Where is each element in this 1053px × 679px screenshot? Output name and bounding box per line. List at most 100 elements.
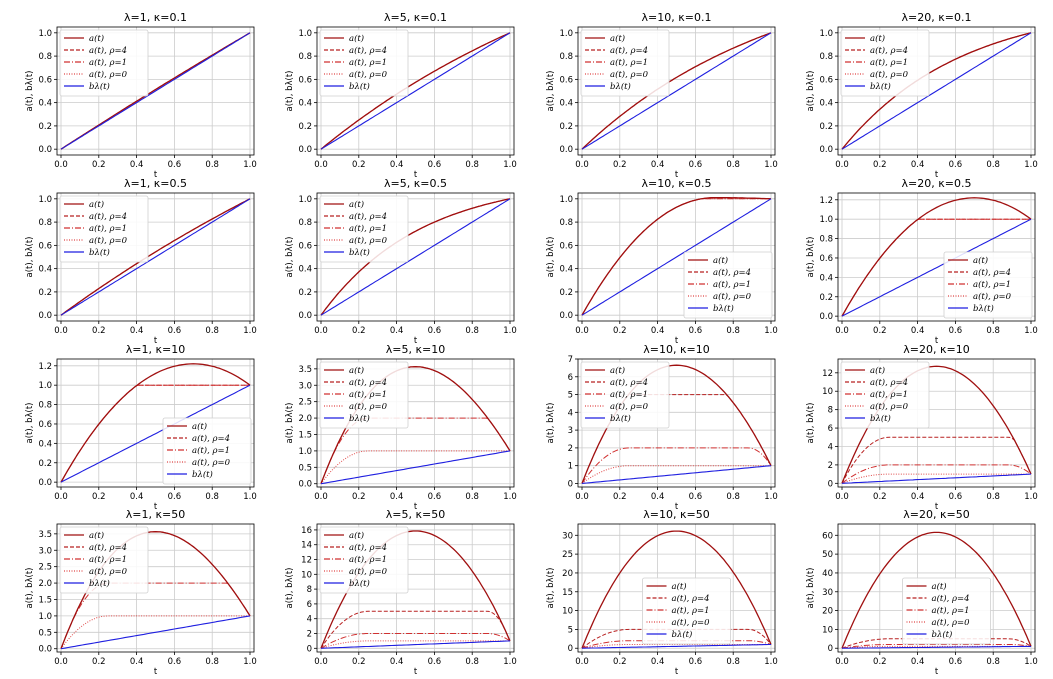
legend-label: a(t), ρ=0 bbox=[89, 235, 128, 246]
legend-box bbox=[59, 195, 149, 263]
y-tick-label: 8 bbox=[307, 585, 312, 595]
legend-label: a(t) bbox=[349, 33, 364, 44]
series-a bbox=[841, 197, 1032, 317]
y-axis-label: a(t), bλ(t) bbox=[285, 568, 295, 609]
y-tick-label: 0.0 bbox=[38, 645, 52, 655]
x-tick-label: 0.8 bbox=[986, 657, 1000, 667]
x-axis-label: t bbox=[675, 170, 679, 180]
x-tick-label: 0.4 bbox=[651, 657, 665, 667]
axes-frame bbox=[56, 192, 255, 322]
x-tick-label: 0.0 bbox=[54, 492, 68, 502]
x-tick-label: 0.8 bbox=[465, 326, 479, 336]
y-tick-label: 1 bbox=[568, 462, 573, 472]
legend-box bbox=[319, 195, 409, 263]
y-tick-label: 4 bbox=[568, 408, 573, 418]
legend-box bbox=[943, 251, 1033, 319]
subplot-title: λ=5, κ=0.1 bbox=[384, 11, 447, 24]
legend-label: a(t), ρ=0 bbox=[610, 69, 649, 80]
y-tick-label: 0.6 bbox=[819, 254, 833, 264]
x-tick-label: 0.6 bbox=[168, 160, 182, 170]
series-b bbox=[60, 615, 251, 650]
legend: a(t)a(t), ρ=4a(t), ρ=1a(t), ρ=0bλ(t) bbox=[319, 29, 409, 97]
y-tick-label: 1.5 bbox=[298, 430, 312, 440]
x-tick-label: 0.4 bbox=[911, 657, 925, 667]
y-tick-label: 20 bbox=[822, 607, 833, 617]
legend-label: a(t), ρ=4 bbox=[89, 211, 127, 222]
y-tick-label: 0.4 bbox=[38, 99, 52, 109]
series-a-rho0 bbox=[60, 615, 250, 649]
x-tick-label: 1.0 bbox=[243, 492, 257, 502]
x-axis-label: t bbox=[154, 667, 158, 675]
y-tick-label: 1.0 bbox=[38, 381, 52, 391]
x-tick-label: 1.0 bbox=[243, 657, 257, 667]
y-tick-label: 1.0 bbox=[559, 29, 573, 39]
y-tick-label: 3.0 bbox=[298, 381, 312, 391]
y-axis-label: a(t), bλ(t) bbox=[285, 71, 295, 112]
y-tick-label: 0.8 bbox=[559, 52, 573, 62]
subplot: λ=5, κ=0.1 0.0 0.2 0.4 0.6 0.8 1.0 0.0 0.2 0.4 0.6… bbox=[285, 11, 517, 180]
x-tick-label: 0.8 bbox=[465, 492, 479, 502]
subplot-title: λ=10, κ=0.1 bbox=[642, 11, 712, 24]
legend-label: a(t), ρ=4 bbox=[610, 45, 648, 56]
x-axis-label: t bbox=[675, 336, 679, 346]
legend-label: bλ(t) bbox=[610, 81, 631, 92]
x-tick-label: 0.4 bbox=[390, 492, 404, 502]
x-tick-label: 0.0 bbox=[575, 657, 589, 667]
subplot: λ=10, κ=0.1 0.0 0.2 0.4 0.6 0.8 1.0 0.0 0.2 0.4 0.… bbox=[546, 11, 778, 180]
y-axis-label: a(t), bλ(t) bbox=[546, 237, 556, 278]
legend-label: a(t) bbox=[932, 581, 947, 592]
subplot-title: λ=1, κ=0.1 bbox=[124, 11, 187, 24]
y-tick-label: 1.0 bbox=[38, 612, 52, 622]
legend: a(t)a(t), ρ=4a(t), ρ=1a(t), ρ=0bλ(t) bbox=[683, 251, 773, 319]
x-tick-label: 0.0 bbox=[54, 326, 68, 336]
y-tick-label: 0.6 bbox=[38, 420, 52, 430]
legend-label: a(t), ρ=1 bbox=[349, 389, 387, 400]
x-tick-label: 1.0 bbox=[503, 657, 517, 667]
legend-label: bλ(t) bbox=[349, 413, 370, 424]
series-a bbox=[320, 32, 511, 150]
y-tick-label: 50 bbox=[822, 550, 833, 560]
x-tick-label: 0.4 bbox=[130, 160, 144, 170]
x-tick-label: 0.0 bbox=[575, 492, 589, 502]
legend-label: a(t), ρ=1 bbox=[610, 57, 648, 68]
y-tick-label: 6 bbox=[568, 373, 573, 383]
y-axis-label: a(t), bλ(t) bbox=[806, 237, 816, 278]
legend-label: a(t), ρ=0 bbox=[349, 566, 388, 577]
y-tick-label: 0.0 bbox=[559, 145, 573, 155]
legend-label: a(t), ρ=1 bbox=[89, 554, 127, 565]
subplot: λ=5, κ=0.5 0.0 0.2 0.4 0.6 0.8 1.0 0.0 0.2 0.4 0.6… bbox=[285, 177, 517, 346]
legend-label: bλ(t) bbox=[713, 303, 734, 314]
x-tick-label: 1.0 bbox=[1024, 326, 1038, 336]
subplot-title: λ=5, κ=10 bbox=[386, 343, 445, 356]
y-tick-label: 2.5 bbox=[38, 563, 52, 573]
legend-label: a(t), ρ=1 bbox=[672, 605, 710, 616]
axes-frame bbox=[837, 523, 1036, 653]
y-tick-label: 0.4 bbox=[298, 265, 312, 275]
x-tick-label: 1.0 bbox=[764, 657, 778, 667]
x-tick-label: 0.6 bbox=[949, 492, 963, 502]
legend-label: a(t), ρ=1 bbox=[349, 57, 387, 68]
y-tick-label: 1.0 bbox=[298, 195, 312, 205]
y-tick-label: 7 bbox=[568, 355, 573, 365]
y-tick-label: 30 bbox=[822, 588, 833, 598]
x-tick-label: 0.6 bbox=[689, 160, 703, 170]
legend-box bbox=[59, 526, 149, 594]
series-a bbox=[60, 363, 251, 483]
legend-label: bλ(t) bbox=[89, 247, 110, 258]
y-tick-label: 0.6 bbox=[559, 241, 573, 251]
y-tick-label: 1.0 bbox=[298, 29, 312, 39]
x-tick-label: 0.0 bbox=[835, 492, 849, 502]
x-tick-label: 1.0 bbox=[764, 326, 778, 336]
y-tick-label: 3.5 bbox=[38, 530, 52, 540]
y-tick-label: 0.2 bbox=[559, 288, 573, 298]
x-tick-label: 1.0 bbox=[764, 492, 778, 502]
x-tick-label: 0.8 bbox=[726, 326, 740, 336]
y-tick-label: 1.0 bbox=[298, 447, 312, 457]
legend-label: a(t), ρ=0 bbox=[349, 235, 388, 246]
subplot: λ=20, κ=10 0 2 4 6 8 10 12 0.0 0.2 0.4 0.6 0.8 1.0 t a(… bbox=[806, 343, 1038, 512]
series-b bbox=[581, 198, 772, 316]
subplot: λ=20, κ=50 0 10 20 30 40 50 60 0.0 0.2 0.4 0.6 0.8 1.… bbox=[806, 508, 1038, 677]
y-tick-label: 0 bbox=[828, 644, 833, 654]
legend-label: a(t), ρ=1 bbox=[349, 223, 387, 234]
y-tick-label: 0.0 bbox=[38, 478, 52, 488]
